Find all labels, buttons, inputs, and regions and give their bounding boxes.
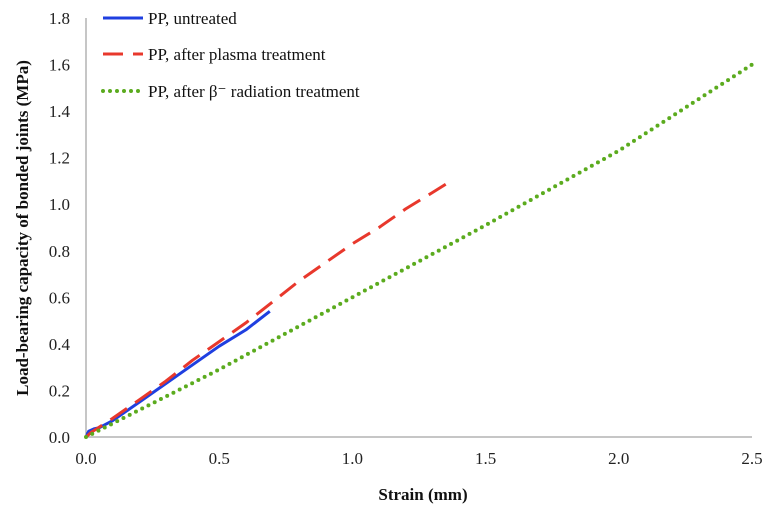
y-tick-label: 0.8 — [49, 242, 70, 261]
legend: PP, untreated PP, after plasma treatment P… — [101, 9, 360, 101]
y-tick-label: 1.6 — [49, 56, 70, 75]
legend-label-3: PP, after β⁻ radiation treatment — [148, 82, 360, 101]
y-axis-title: Load-bearing capacity of bonded joints (… — [13, 60, 32, 396]
legend-label-2: PP, after plasma treatment — [148, 45, 326, 64]
x-tick-label: 1.5 — [475, 449, 496, 468]
series-line-2 — [85, 179, 452, 439]
series-group — [84, 62, 754, 439]
x-tick-label: 1.0 — [342, 449, 363, 468]
series-line-1 — [84, 310, 271, 438]
y-tick-label: 1.8 — [49, 9, 70, 28]
y-tick-label: 1.4 — [49, 102, 71, 121]
y-tick-label: 1.0 — [49, 195, 70, 214]
x-tick-labels: 0.0 0.5 1.0 1.5 2.0 2.5 — [75, 449, 762, 468]
y-tick-label: 1.2 — [49, 149, 70, 168]
y-tick-label: 0.2 — [49, 381, 70, 400]
x-tick-label: 0.0 — [75, 449, 96, 468]
series-line-3 — [84, 62, 754, 439]
plot-area — [84, 18, 754, 439]
y-tick-labels: 0.0 0.2 0.4 0.6 0.8 1.0 1.2 1.4 1.6 1.8 — [49, 9, 71, 447]
x-tick-label: 2.0 — [608, 449, 629, 468]
y-tick-label: 0.4 — [49, 335, 71, 354]
legend-label-1: PP, untreated — [148, 9, 237, 28]
x-tick-label: 0.5 — [209, 449, 230, 468]
x-axis-title: Strain (mm) — [378, 485, 467, 504]
y-tick-label: 0.6 — [49, 288, 70, 307]
x-tick-label: 2.5 — [741, 449, 762, 468]
y-tick-label: 0.0 — [49, 428, 70, 447]
